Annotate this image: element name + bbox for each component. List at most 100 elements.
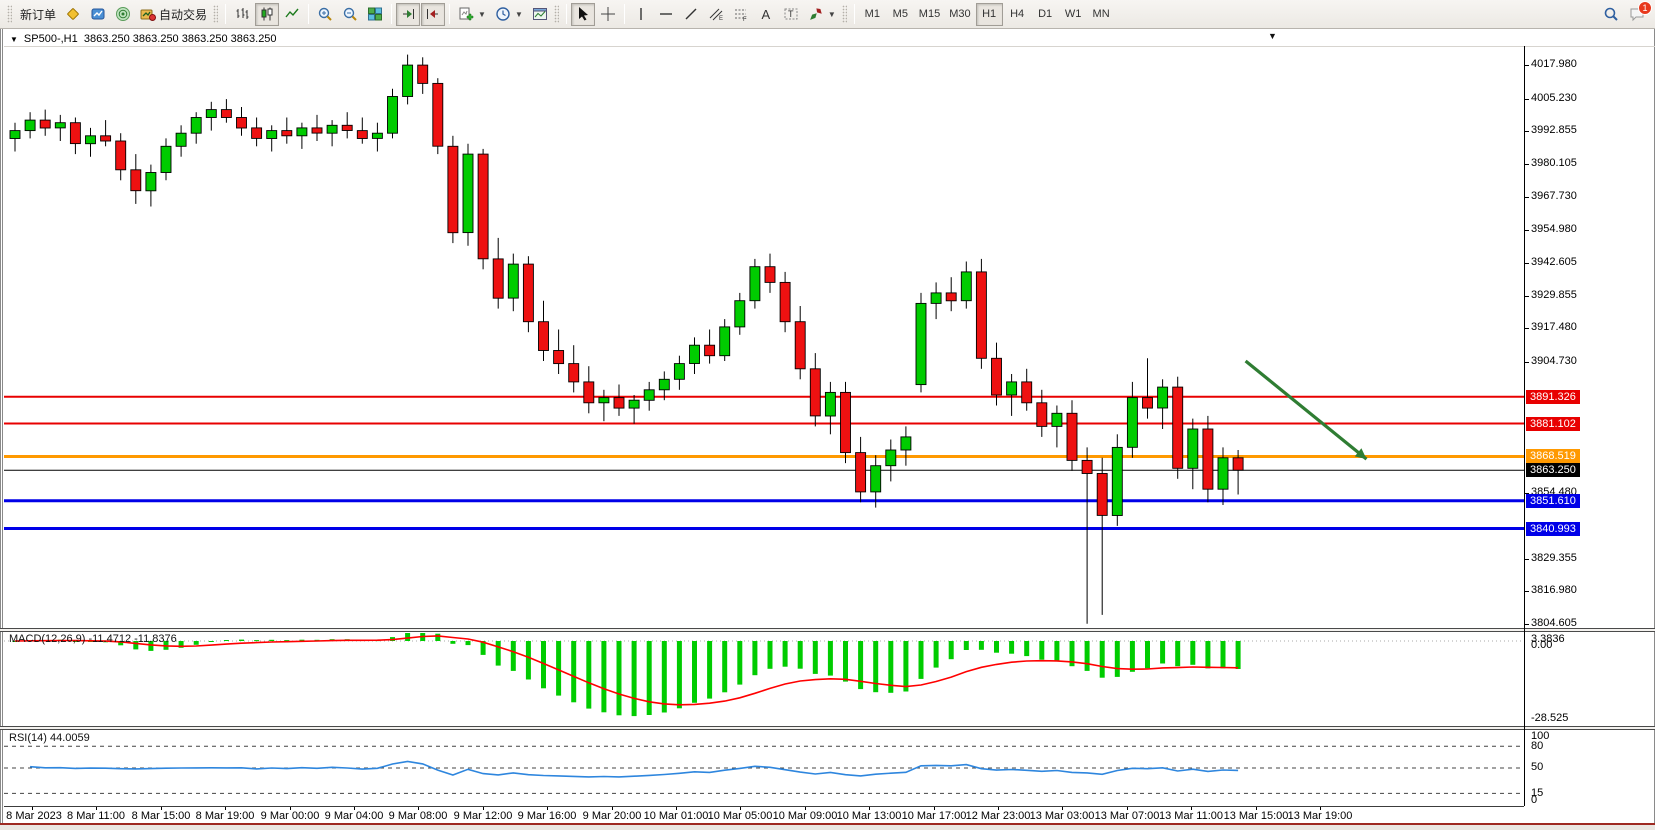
trendline-icon xyxy=(685,8,697,20)
equidistant-channel-button[interactable]: E xyxy=(704,3,728,26)
toolbar-grip[interactable] xyxy=(7,5,12,23)
time-tick-mark xyxy=(354,807,355,810)
timeframe-button-mn[interactable]: MN xyxy=(1088,3,1115,26)
crosshair-icon xyxy=(600,7,615,21)
signals-button[interactable] xyxy=(111,3,135,26)
auto-trading-button[interactable]: 自动交易 xyxy=(136,3,211,26)
price-tick-mark xyxy=(1524,65,1529,66)
chat-button[interactable]: 1 xyxy=(1629,1,1652,22)
clock-icon xyxy=(496,7,510,21)
text-label-button[interactable]: T xyxy=(779,3,803,26)
timeframe-button-d1[interactable]: D1 xyxy=(1032,3,1059,26)
search-button[interactable] xyxy=(1599,3,1623,26)
diamond-icon xyxy=(65,6,81,22)
timeframe-button-h1[interactable]: H1 xyxy=(975,2,1003,26)
collapse-arrow-icon[interactable]: ▼ xyxy=(10,35,18,44)
candlestick-chart-button[interactable] xyxy=(255,2,280,26)
toolbar-grip[interactable] xyxy=(553,5,559,23)
line-chart-icon xyxy=(285,8,299,18)
toolbar-grip[interactable] xyxy=(841,5,847,23)
chat-badge: 1 xyxy=(1638,1,1652,15)
templates-button[interactable] xyxy=(528,3,552,26)
level-price-label: 3891.326 xyxy=(1526,390,1580,404)
time-label: 10 Mar 13:00 xyxy=(836,810,902,822)
separator xyxy=(308,4,310,24)
panel-divider[interactable] xyxy=(0,726,1655,730)
fibonacci-button[interactable]: F xyxy=(729,3,753,26)
bar-chart-button[interactable] xyxy=(230,3,254,26)
time-label: 9 Mar 12:00 xyxy=(453,810,513,822)
auto-trading-label: 自动交易 xyxy=(159,7,208,22)
separator xyxy=(565,4,567,24)
time-tick-mark xyxy=(998,807,999,810)
vertical-line-icon xyxy=(640,8,642,20)
line-chart-button[interactable] xyxy=(280,3,304,26)
channel-icon: E xyxy=(709,8,723,22)
rsi-axis-label: 0 xyxy=(1531,794,1538,806)
zoom-in-button[interactable] xyxy=(313,3,337,26)
time-tick-mark xyxy=(869,807,870,810)
timeframe-button-m30[interactable]: M30 xyxy=(945,3,974,26)
level-price-label: 3840.993 xyxy=(1526,522,1580,536)
search-icon xyxy=(1604,7,1618,21)
cursor-button[interactable] xyxy=(570,2,595,26)
toolbar-grip[interactable] xyxy=(213,5,219,23)
new-chart-button[interactable]: ▼ xyxy=(454,3,490,26)
price-tick-label: 3992.855 xyxy=(1531,124,1577,136)
rsi-label: RSI(14) 44.0059 xyxy=(9,732,90,744)
price-tick-mark xyxy=(1524,131,1529,132)
rsi-plot[interactable] xyxy=(4,730,1524,806)
template-icon xyxy=(532,8,547,20)
window-left-edge xyxy=(2,29,3,830)
timeframe-button-m1[interactable]: M1 xyxy=(859,3,886,26)
arrows-tool-button[interactable]: ▼ xyxy=(804,3,840,26)
new-order-button[interactable]: 新订单 xyxy=(16,3,60,26)
price-tick-mark xyxy=(1524,493,1529,494)
trendline-button[interactable] xyxy=(679,3,703,26)
price-tick-label: 3967.730 xyxy=(1531,190,1577,202)
price-tick-label: 3804.605 xyxy=(1531,617,1577,629)
level-price-label: 3868.519 xyxy=(1526,449,1580,463)
price-tick-mark xyxy=(1524,99,1529,100)
horizontal-line-button[interactable] xyxy=(654,3,678,26)
cursor-icon xyxy=(578,7,588,21)
price-tick-mark xyxy=(1524,328,1529,329)
vertical-line-button[interactable] xyxy=(629,3,653,26)
time-tick-mark xyxy=(225,807,226,810)
time-tick-mark xyxy=(740,807,741,810)
chart-ohlc-values: 3863.250 3863.250 3863.250 3863.250 xyxy=(83,33,277,45)
time-label: 9 Mar 00:00 xyxy=(260,810,320,822)
price-tick-mark xyxy=(1524,296,1529,297)
crosshair-button[interactable] xyxy=(596,3,620,26)
time-label: 13 Mar 07:00 xyxy=(1094,810,1160,822)
chart-shift-button[interactable] xyxy=(421,2,446,26)
new-chart-icon xyxy=(459,7,474,21)
main-chart-plot[interactable] xyxy=(4,46,1524,628)
macd-plot[interactable] xyxy=(4,632,1524,726)
period-button[interactable]: ▼ xyxy=(491,3,527,26)
level-price-label: 3863.250 xyxy=(1526,463,1580,477)
timeframe-group: M1 M5 M15 M30 H1 H4 D1 W1 MN xyxy=(859,2,1115,26)
toolbar-right-cluster: 1 xyxy=(1599,1,1652,26)
time-axis[interactable]: 8 Mar 2023 8 Mar 11:00 8 Mar 15:00 8 Mar 19… xyxy=(4,806,1524,823)
rsi-axis-label: 15 xyxy=(1531,787,1544,799)
text-button[interactable]: A xyxy=(754,3,778,26)
price-tick-mark xyxy=(1524,624,1529,625)
market-button[interactable] xyxy=(86,3,110,26)
timeframe-button-m15[interactable]: M15 xyxy=(915,3,944,26)
metaeditor-button[interactable] xyxy=(61,3,85,26)
time-label: 8 Mar 11:00 xyxy=(67,810,125,822)
timeframe-button-m5[interactable]: M5 xyxy=(887,3,914,26)
tile-windows-button[interactable] xyxy=(363,3,387,26)
auto-scroll-button[interactable] xyxy=(396,2,421,26)
separator xyxy=(623,4,625,24)
panel-divider[interactable] xyxy=(0,628,1655,632)
timeframe-button-w1[interactable]: W1 xyxy=(1060,3,1087,26)
timeframe-button-h4[interactable]: H4 xyxy=(1004,3,1031,26)
annotation-arrow[interactable] xyxy=(1244,359,1368,461)
zoom-out-button[interactable] xyxy=(338,3,362,26)
rsi-axis-label: 80 xyxy=(1531,740,1544,752)
scroll-marker-icon[interactable]: ▼ xyxy=(1268,31,1277,41)
chart-symbol-period: SP500-,H1 xyxy=(23,33,78,45)
time-label: 10 Mar 17:00 xyxy=(901,810,967,822)
